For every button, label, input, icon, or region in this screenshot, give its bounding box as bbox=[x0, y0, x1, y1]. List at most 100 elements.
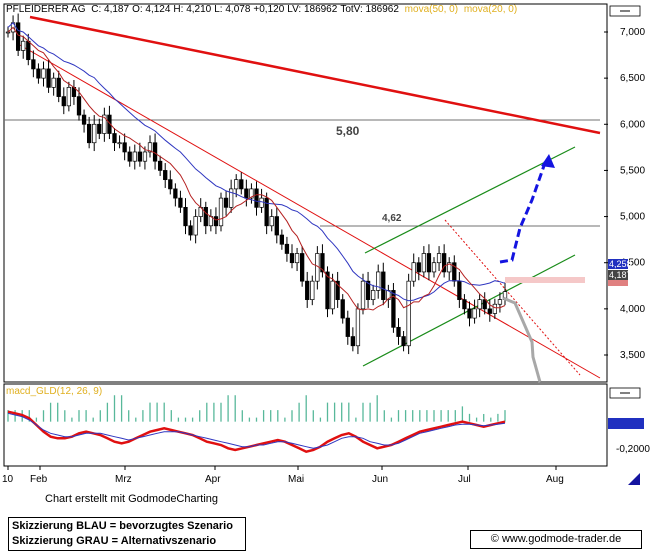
x-tick-label: Mrz bbox=[115, 474, 132, 485]
legend-mova20: mova(20, 0) bbox=[464, 4, 517, 15]
candle-body bbox=[431, 262, 437, 273]
candle-body bbox=[320, 253, 325, 273]
candle-body bbox=[86, 123, 92, 144]
price-tick-label: 4,500 bbox=[620, 258, 645, 269]
scenario-legend: Skizzierung BLAU = bevorzugtes Szenario … bbox=[8, 517, 246, 551]
price-label-4258-bg bbox=[608, 259, 628, 269]
candle-body bbox=[487, 308, 492, 314]
candle-body bbox=[279, 234, 285, 245]
candle-body bbox=[61, 96, 66, 107]
candle-body bbox=[157, 160, 163, 171]
candle-body bbox=[76, 96, 82, 116]
price-panel-frame bbox=[3, 3, 608, 383]
candle-body bbox=[426, 253, 432, 273]
candle-body bbox=[406, 280, 411, 347]
legend-mova50: mova(50, 0) bbox=[405, 4, 458, 15]
candle-body bbox=[31, 59, 36, 70]
candle-body bbox=[416, 262, 421, 273]
candle-body bbox=[497, 299, 503, 305]
candle-body bbox=[294, 253, 300, 264]
legend-blue: Skizzierung BLAU = bevorzugtes Szenario bbox=[12, 520, 233, 532]
price-tick-label: 5,500 bbox=[620, 165, 645, 176]
candle-body bbox=[15, 22, 21, 51]
candle-body bbox=[391, 290, 396, 328]
price-tick-label: 4,000 bbox=[620, 304, 645, 315]
x-tick-label: Apr bbox=[205, 474, 221, 485]
candle-body bbox=[441, 253, 447, 273]
candle-body bbox=[477, 299, 482, 310]
candle-body bbox=[360, 280, 366, 310]
candle-body bbox=[66, 87, 72, 107]
x-tick-label: Jul bbox=[458, 474, 471, 485]
candle-body bbox=[436, 253, 442, 264]
candle-body bbox=[223, 197, 229, 208]
candle-body bbox=[142, 151, 148, 162]
candle-body bbox=[462, 299, 467, 310]
candle-body bbox=[421, 253, 427, 273]
candle-body bbox=[259, 197, 264, 208]
price-tick-label: 6,500 bbox=[620, 73, 645, 84]
macd-histogram bbox=[7, 395, 506, 422]
candle-body bbox=[46, 68, 51, 88]
candle-body bbox=[127, 151, 132, 162]
candle-body bbox=[183, 206, 188, 227]
candle-body bbox=[365, 280, 371, 300]
candle-body bbox=[330, 280, 335, 310]
candle-body bbox=[345, 317, 350, 337]
candle-body bbox=[401, 336, 406, 347]
candle-body bbox=[335, 280, 340, 300]
candle-body bbox=[274, 216, 279, 236]
candle-body bbox=[249, 188, 254, 199]
x-tick-label: 10 bbox=[2, 474, 14, 485]
candle-body bbox=[472, 308, 477, 319]
mova20-line bbox=[7, 26, 506, 311]
level-label-462: 4,62 bbox=[382, 213, 402, 224]
chart-credit: Chart erstellt mit GodmodeCharting bbox=[45, 493, 219, 505]
macd-tick-label: -0,2000 bbox=[616, 444, 650, 455]
price-tick-label: 3,500 bbox=[620, 350, 645, 361]
candle-body bbox=[97, 123, 102, 134]
candle-body bbox=[163, 170, 168, 181]
candle-body bbox=[457, 280, 462, 300]
candle-body bbox=[376, 271, 381, 291]
long-term-downtrend-line bbox=[29, 15, 601, 135]
candle-body bbox=[117, 142, 122, 145]
resistance-band bbox=[505, 277, 585, 283]
x-tick-label: Mai bbox=[288, 474, 304, 485]
candle-body bbox=[168, 179, 173, 190]
candle-body bbox=[350, 336, 356, 347]
candle-body bbox=[203, 206, 208, 227]
candle-body bbox=[355, 308, 361, 347]
scenario-blue-arrowhead bbox=[541, 154, 555, 168]
candle-body bbox=[147, 142, 153, 153]
candlestick-series bbox=[5, 13, 508, 355]
candle-body bbox=[188, 225, 193, 236]
scenario-blue-arrow bbox=[499, 159, 548, 264]
candle-body bbox=[370, 290, 376, 300]
candle-body bbox=[467, 308, 472, 319]
source-link[interactable]: © www.godmode-trader.de bbox=[470, 530, 642, 549]
candle-body bbox=[193, 216, 198, 236]
candle-body bbox=[92, 123, 97, 144]
mova50-line bbox=[7, 22, 506, 302]
candle-body bbox=[284, 243, 290, 254]
candle-body bbox=[239, 179, 244, 190]
candle-body bbox=[234, 179, 239, 190]
candle-body bbox=[482, 299, 487, 310]
candle-body bbox=[340, 299, 345, 319]
candle-body bbox=[41, 68, 46, 79]
candle-body bbox=[396, 326, 401, 337]
candle-body bbox=[36, 68, 41, 79]
macd-value-label-bg bbox=[608, 418, 644, 429]
candle-body bbox=[178, 197, 183, 208]
candle-body bbox=[299, 253, 305, 282]
candle-body bbox=[218, 197, 224, 227]
candle-body bbox=[244, 188, 249, 199]
price-label-red-bg bbox=[608, 280, 628, 286]
price-label-4187: 4,187 bbox=[609, 270, 632, 280]
indicator-label: macd_GLD(12, 26, 9) bbox=[6, 386, 102, 397]
x-tick-label: Jun bbox=[372, 474, 388, 485]
corner-arrow-icon[interactable] bbox=[628, 473, 640, 485]
candle-body bbox=[325, 271, 330, 310]
